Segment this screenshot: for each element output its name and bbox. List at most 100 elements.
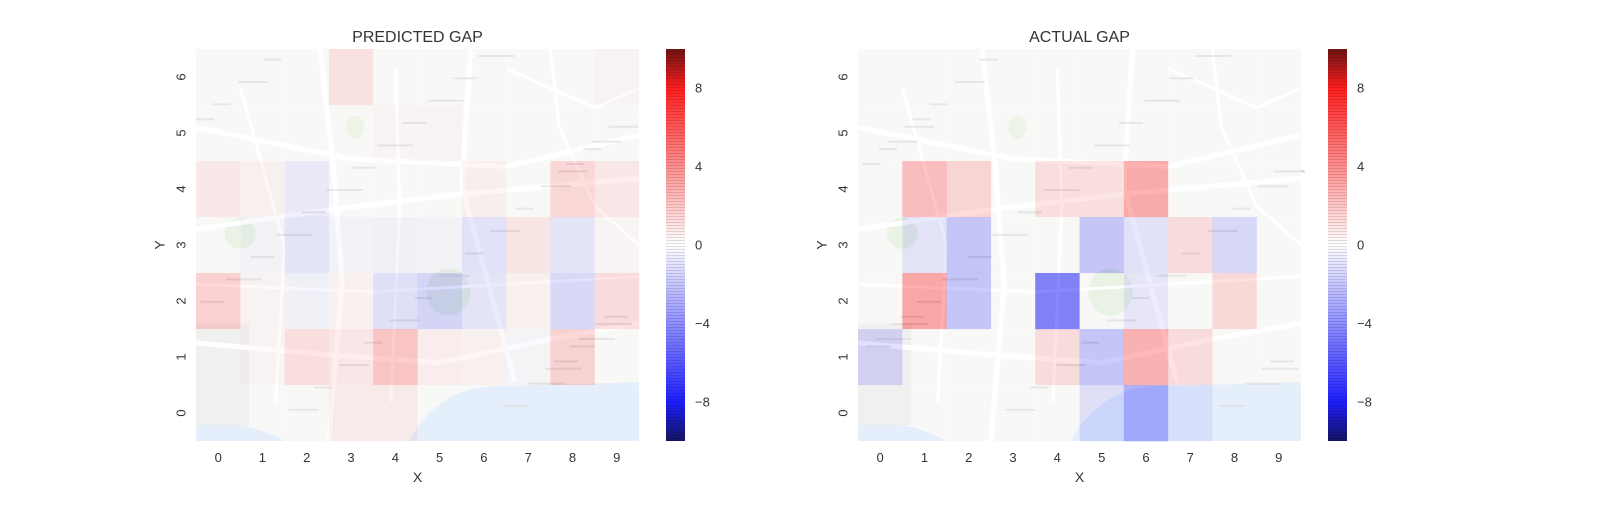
x-tick-label: 1 xyxy=(921,450,928,465)
heatmap-cell xyxy=(1079,161,1125,218)
x-tick-label: 3 xyxy=(1009,450,1016,465)
heatmap-cell xyxy=(196,273,241,330)
heatmap-cell xyxy=(373,329,418,386)
heatmap-cell xyxy=(946,49,992,106)
colorbar-texture xyxy=(666,49,685,441)
colorbar-tick-label: −4 xyxy=(695,316,710,331)
heatmap-cell xyxy=(1256,329,1302,386)
heatmap-cell xyxy=(328,105,374,162)
x-tick-label: 7 xyxy=(525,450,532,465)
heatmap-cell xyxy=(990,161,1036,218)
x-tick-label: 9 xyxy=(1275,450,1282,465)
heatmap-cell xyxy=(284,105,330,162)
heatmap-cell xyxy=(373,161,418,218)
heatmap-cell xyxy=(594,217,640,274)
heatmap-cell xyxy=(1212,273,1257,330)
heatmap-cell xyxy=(1256,49,1302,106)
heatmap-cell xyxy=(946,105,992,162)
heatmap-cell xyxy=(461,161,507,218)
heatmap-cell xyxy=(594,161,640,218)
heatmap-cell xyxy=(506,161,551,218)
colorbar-tick-label: 0 xyxy=(1357,238,1364,253)
heatmap-cell xyxy=(1123,161,1169,218)
heatmap-cell xyxy=(902,329,947,386)
heatmap-cell xyxy=(328,273,374,330)
heatmap-cell xyxy=(1212,385,1257,442)
heatmap-cell xyxy=(417,105,463,162)
heatmap-cell xyxy=(1123,329,1169,386)
heatmap-cell xyxy=(461,105,507,162)
heatmap-cell xyxy=(240,217,285,274)
heatmap-cell xyxy=(858,105,903,162)
heatmap-cell xyxy=(506,385,551,442)
heatmap-cell xyxy=(990,217,1036,274)
colorbar: −8 −4 0 4 8 xyxy=(666,49,710,441)
heatmap-cell xyxy=(461,217,507,274)
heatmap-cell xyxy=(1035,49,1080,106)
x-tick-label: 8 xyxy=(1231,450,1238,465)
heatmap-cell xyxy=(1079,385,1125,442)
x-tick-label: 0 xyxy=(215,450,222,465)
heatmap-cell xyxy=(240,161,285,218)
heatmap-cell xyxy=(1168,329,1213,386)
heatmap-cell xyxy=(284,49,330,106)
heatmap-cell xyxy=(284,273,330,330)
y-tick-label: 2 xyxy=(835,297,850,304)
y-tick-label: 6 xyxy=(173,73,188,80)
heatmap-cell xyxy=(328,329,374,386)
heatmap-cell xyxy=(550,217,595,274)
heatmap-cell xyxy=(1035,161,1080,218)
heatmap-cell xyxy=(1035,329,1080,386)
x-tick-label: 5 xyxy=(436,450,443,465)
heatmap-cell xyxy=(1256,273,1302,330)
heatmap-cell xyxy=(417,49,463,106)
heatmap-cell xyxy=(284,217,330,274)
colorbar-tick-label: −4 xyxy=(1357,316,1372,331)
heatmap-cell xyxy=(594,105,640,162)
x-tick-label: 9 xyxy=(613,450,620,465)
heatmap-cell xyxy=(902,105,947,162)
colorbar-tick-label: −8 xyxy=(1357,394,1372,409)
x-tick-label: 5 xyxy=(1098,450,1105,465)
chart-title: ACTUAL GAP xyxy=(1029,29,1130,46)
heatmap-cell xyxy=(196,329,241,386)
heatmap-cell xyxy=(196,217,241,274)
heatmap-cell xyxy=(990,385,1036,442)
heatmap-cell xyxy=(1256,385,1302,442)
heatmap-cell xyxy=(1123,385,1169,442)
y-tick-label: 6 xyxy=(835,73,850,80)
heatmap-cell xyxy=(1035,273,1080,330)
colorbar: −8 −4 0 4 8 xyxy=(1328,49,1372,441)
heatmap-cell xyxy=(946,217,992,274)
heatmap-cell xyxy=(284,385,330,442)
heatmap-cell xyxy=(461,329,507,386)
x-tick-label: 1 xyxy=(259,450,266,465)
y-tick-label: 1 xyxy=(173,353,188,360)
heatmap-cell xyxy=(1212,161,1257,218)
heatmap-cell xyxy=(1035,105,1080,162)
heatmap-cell xyxy=(373,217,418,274)
heatmap-cell xyxy=(328,217,374,274)
heatmap-cell xyxy=(461,385,507,442)
heatmap-cell xyxy=(1168,273,1213,330)
heatmap-cell xyxy=(1123,105,1169,162)
heatmap-cell xyxy=(196,385,241,442)
heatmap-cell xyxy=(1168,105,1213,162)
heatmap-cell xyxy=(328,161,374,218)
heatmap-cell xyxy=(594,385,640,442)
heatmap-cell xyxy=(417,161,463,218)
x-tick-label: 4 xyxy=(1054,450,1061,465)
heatmap-cell xyxy=(1035,385,1080,442)
heatmap-cell xyxy=(1256,161,1302,218)
y-axis-label: Y xyxy=(814,240,830,250)
heatmap-cell xyxy=(902,217,947,274)
heatmap-cell xyxy=(550,329,595,386)
heatmap-cell xyxy=(373,273,418,330)
y-tick-label: 1 xyxy=(835,353,850,360)
x-axis-label: X xyxy=(413,469,423,485)
y-tick-label: 3 xyxy=(835,241,850,248)
heatmap-cell xyxy=(858,217,903,274)
heatmap-cell xyxy=(1079,105,1125,162)
heatmap-cell xyxy=(858,273,903,330)
colorbar-tick-label: 8 xyxy=(1357,81,1364,96)
